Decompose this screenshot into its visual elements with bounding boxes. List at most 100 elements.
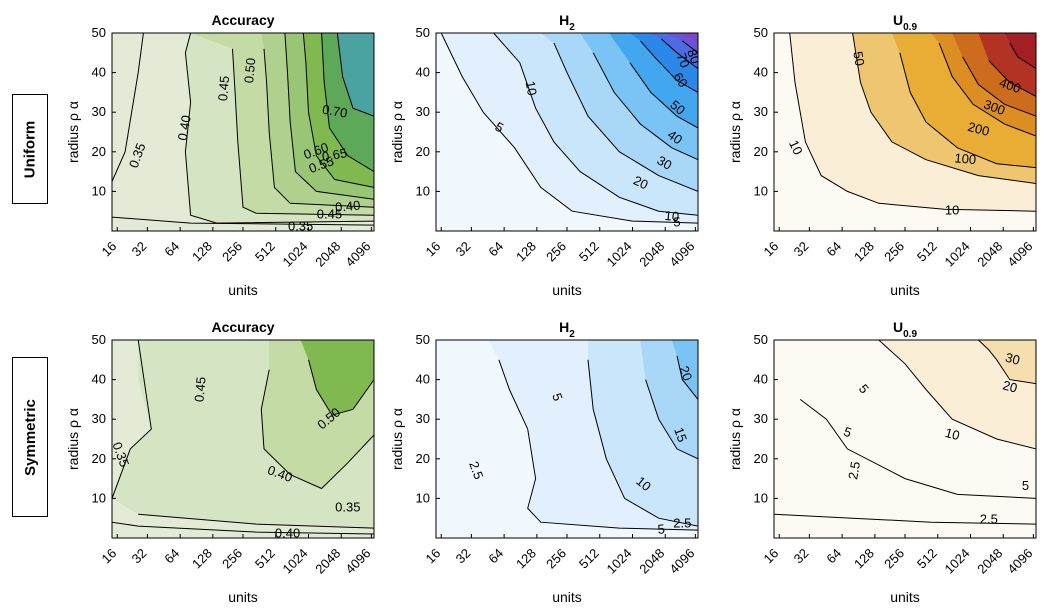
contour-label: 20 (631, 173, 650, 193)
contour-line-1 (112, 33, 144, 182)
x-tick-label: 128 (513, 239, 539, 265)
contour-line-5 (629, 62, 698, 129)
x-tick-label: 4096 (1004, 239, 1035, 270)
y-axis-label: radius ρ α (727, 101, 743, 163)
contour-line-6 (640, 40, 698, 93)
contour-label: 0.35 (109, 440, 132, 469)
x-tick-label: 32 (129, 239, 150, 260)
contour-label: 2.5 (466, 459, 486, 481)
contour-line-1 (498, 359, 698, 531)
contour-line-5 (962, 56, 1036, 117)
contour-line-1 (789, 33, 1036, 212)
contour-line-1 (440, 33, 698, 224)
chart-panel-1: 0.350.400.450.500.550.600.650.700.400.45… (65, 12, 375, 298)
contour-label: 20 (1001, 377, 1019, 395)
contour-label: 10 (523, 80, 540, 97)
x-tick-label: 512 (252, 546, 278, 572)
y-tick-label: 20 (754, 451, 768, 466)
contour-label: 10 (944, 425, 962, 443)
x-tick-label: 128 (851, 239, 877, 265)
x-tick-label: 256 (543, 239, 569, 265)
x-tick-label: 2048 (636, 546, 667, 577)
contour-label: 0.40 (275, 525, 300, 540)
contour-label: 300 (982, 96, 1008, 118)
contour-label: 5 (1022, 478, 1029, 493)
x-tick-label: 256 (219, 239, 245, 265)
x-tick-label: 2048 (312, 546, 343, 577)
x-tick-label: 32 (453, 546, 474, 567)
panel-title: U0.9 (893, 12, 917, 33)
x-tick-label: 256 (543, 546, 569, 572)
x-tick-label: 512 (914, 546, 940, 572)
y-tick-label: 20 (416, 451, 430, 466)
y-tick-label: 30 (754, 411, 768, 426)
y-tick-label: 30 (92, 411, 106, 426)
x-tick-label: 4096 (666, 239, 697, 270)
contour-band-4 (300, 340, 374, 416)
contour-label: 60 (670, 70, 691, 90)
y-tick-label: 10 (416, 183, 430, 198)
contour-label: 2.5 (673, 516, 691, 531)
y-tick-label: 20 (754, 144, 768, 159)
y-axis-label: radius ρ α (389, 101, 405, 163)
x-tick-label: 64 (161, 239, 182, 260)
y-axis-label: radius ρ α (65, 408, 81, 470)
x-tick-label: 1024 (280, 239, 311, 270)
panel-title: Accuracy (211, 12, 274, 28)
contour-label: 5 (657, 521, 666, 537)
x-tick-label: 16 (423, 239, 444, 260)
x-tick-label: 128 (851, 546, 877, 572)
x-axis-label: units (890, 282, 920, 298)
contour-fill: 0.350.400.450.500.400.35 (109, 340, 374, 540)
x-tick-label: 512 (252, 239, 278, 265)
y-tick-label: 50 (754, 332, 768, 347)
contour-label: 0.65 (321, 145, 349, 164)
y-axis-label: radius ρ α (65, 101, 81, 163)
contour-line-7 (321, 33, 374, 173)
x-tick-label: 1024 (280, 546, 311, 577)
contour-label: 100 (954, 150, 977, 167)
x-tick-label: 1024 (942, 546, 973, 577)
contour-line-4 (308, 359, 374, 416)
contour-label: 50 (850, 50, 867, 67)
y-tick-label: 40 (754, 372, 768, 387)
contour-line-3 (232, 48, 374, 216)
contour-label: 2.5 (845, 460, 863, 480)
panel-title: H2 (559, 12, 575, 33)
x-axis-label: units (228, 282, 258, 298)
contour-label: 200 (966, 119, 991, 139)
contour-label: 15 (671, 425, 690, 444)
contour-label: 0.45 (317, 207, 342, 222)
x-tick-label: 128 (189, 546, 215, 572)
contour-label: 2.5 (980, 512, 998, 527)
contour-label: 40 (665, 127, 685, 148)
contour-line-3 (553, 42, 698, 192)
contour-line-4 (938, 42, 1036, 137)
x-tick-label: 2048 (974, 239, 1005, 270)
x-tick-label: 32 (791, 239, 812, 260)
x-tick-label: 2048 (974, 546, 1005, 577)
y-tick-label: 40 (92, 65, 106, 80)
contour-band-10 (679, 33, 698, 43)
contour-line-6 (302, 33, 374, 188)
contour-label: 5 (842, 424, 854, 441)
x-tick-label: 16 (99, 239, 120, 260)
y-tick-label: 10 (754, 490, 768, 505)
contour-label: 0.45 (191, 376, 208, 403)
contour-line-8 (681, 40, 698, 54)
panel-title: U0.9 (893, 319, 917, 340)
contour-label: 10 (664, 208, 680, 224)
contour-line-2 (112, 521, 374, 535)
contour-label: 30 (1004, 350, 1022, 368)
x-tick-label: 512 (576, 239, 602, 265)
contour-label: 0.70 (321, 102, 349, 121)
contour-line-3 (645, 379, 698, 460)
contour-line-3 (260, 369, 374, 490)
x-tick-label: 1024 (604, 546, 635, 577)
